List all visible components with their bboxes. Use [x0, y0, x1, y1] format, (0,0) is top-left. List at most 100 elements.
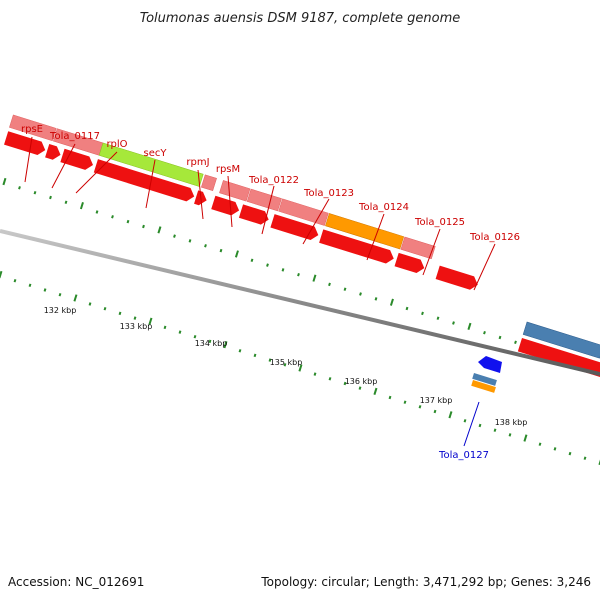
gene-bar-tola-0127-blue[interactable] [472, 373, 497, 386]
outer-tick-22 [343, 287, 347, 291]
gene-label-secY[interactable]: secY [144, 148, 168, 159]
gene-label-rpsE[interactable]: rpsE [21, 124, 43, 135]
scale-tick-20 [298, 364, 303, 372]
outer-tick-19 [297, 272, 300, 277]
cds-arrow-right[interactable] [517, 338, 600, 378]
cds-arrow-7[interactable] [238, 204, 271, 226]
scale-tick-7 [103, 306, 107, 311]
scale-tick-34 [508, 433, 512, 437]
outer-tick-21 [328, 282, 331, 287]
outer-tick-26 [405, 306, 409, 311]
outer-tick-30 [467, 322, 472, 331]
outer-tick-12 [188, 239, 192, 243]
scale-tick-26 [388, 395, 392, 400]
gene-bar-tola-0123[interactable] [278, 198, 329, 226]
scale-tick-10 [148, 317, 153, 325]
outer-tick-18 [281, 268, 285, 272]
gene-bar-secY[interactable] [98, 142, 204, 187]
scale-tick-22 [328, 377, 332, 381]
scale-tick-14 [208, 339, 212, 344]
gene-label-rpsM[interactable]: rpsM [216, 164, 240, 175]
outer-tick-28 [436, 316, 440, 320]
cds-arrow-10[interactable] [394, 252, 427, 275]
scale-tick-18 [268, 358, 272, 362]
outer-tick-15 [234, 250, 239, 258]
gene-label-rpmJ[interactable]: rpmJ [186, 157, 209, 168]
outer-tick-8 [126, 219, 130, 224]
scale-label-136: 136 kbp [345, 377, 378, 386]
scale-tick-4 [58, 292, 62, 297]
scale-tick-12 [178, 330, 182, 334]
gene-bar-tola-0124[interactable] [325, 213, 405, 250]
outer-tick-20 [312, 274, 317, 282]
cds-arrow-3[interactable] [60, 148, 95, 172]
outer-tick-29 [452, 321, 455, 325]
scale-tick-5 [73, 294, 78, 302]
outer-tick-25 [389, 298, 394, 306]
outer-tick-13 [204, 244, 207, 248]
gene-label-tola-0117[interactable]: Tola_0117 [49, 131, 100, 142]
outer-tick-4 [64, 200, 68, 205]
right-gene-block [517, 321, 600, 378]
outer-tick-32 [498, 335, 502, 340]
cds-arrow-9[interactable] [319, 229, 396, 265]
gene-label-tola-0123[interactable]: Tola_0123 [303, 188, 354, 199]
scale-tick-25 [373, 387, 378, 396]
outer-tick-marks [2, 177, 595, 369]
scale-tick-31 [463, 419, 467, 423]
gene-bar-tola-0127-orange[interactable] [471, 379, 496, 393]
cds-track [4, 131, 480, 292]
reverse-features [471, 356, 502, 393]
scale-tick-27 [403, 400, 407, 404]
scale-tick-37 [553, 447, 557, 451]
outer-tick-14 [219, 248, 223, 253]
cds-arrow-6[interactable] [211, 195, 241, 217]
scale-label-134: 134 kbp [195, 339, 228, 348]
outer-tick-23 [359, 292, 362, 296]
scale-label-137: 137 kbp [420, 396, 453, 405]
outer-tick-27 [421, 311, 424, 316]
genome-summary-text: Topology: circular; Length: 3,471,292 bp… [260, 575, 591, 589]
outer-tick-16 [250, 258, 254, 263]
gene-bar-tola-0122[interactable] [246, 188, 282, 212]
accession-text: Accession: NC_012691 [8, 575, 144, 589]
cds-arrow-1[interactable] [4, 131, 47, 157]
gene-label-tola-0125[interactable]: Tola_0125 [414, 217, 465, 228]
cds-arrow-4[interactable] [93, 159, 197, 203]
scale-tick-2 [28, 283, 32, 288]
gene-bar-tola-0125[interactable] [400, 236, 436, 260]
scale-tick-0 [0, 270, 3, 279]
scale-tick-33 [493, 428, 497, 432]
gene-label-tola-0126[interactable]: Tola_0126 [469, 232, 520, 243]
scale-tick-32 [478, 423, 482, 428]
outer-tick-0 [2, 177, 7, 186]
scale-tick-11 [163, 325, 167, 330]
gene-label-tola-0122[interactable]: Tola_0122 [248, 175, 299, 186]
cds-arrow-11[interactable] [435, 265, 480, 292]
gene-label-tola-0127[interactable]: Tola_0127 [438, 450, 489, 461]
gene-bar-rpmJ[interactable] [200, 174, 217, 192]
scale-tick-16 [238, 349, 242, 353]
reverse-arrow-tola-0127[interactable] [478, 356, 502, 373]
scale-tick-28 [418, 405, 422, 409]
gene-label-tola-0124[interactable]: Tola_0124 [358, 202, 409, 213]
outer-tick-17 [266, 263, 269, 267]
gene-bar-right-blue[interactable] [522, 321, 600, 359]
gene-bar-rpsM[interactable] [219, 180, 251, 202]
outer-tick-3 [49, 195, 52, 200]
outer-tick-10 [157, 226, 162, 234]
scale-tick-40 [598, 457, 600, 466]
gene-labels: rpsE Tola_0117 rplO secY rpmJ rpsM Tola_… [21, 124, 520, 461]
cds-arrow-5[interactable] [194, 190, 209, 207]
gene-bar-rpsE[interactable] [9, 114, 57, 142]
scale-tick-36 [538, 442, 542, 446]
gene-label-rplO[interactable]: rplO [106, 139, 127, 150]
scale-tick-15 [223, 341, 228, 349]
genome-backbone [0, 229, 600, 376]
scale-tick-8 [118, 311, 122, 316]
cds-arrow-2[interactable] [45, 143, 63, 162]
outer-tick-1 [18, 186, 21, 190]
outer-tick-7 [111, 215, 114, 219]
cds-arrow-8[interactable] [270, 214, 320, 242]
